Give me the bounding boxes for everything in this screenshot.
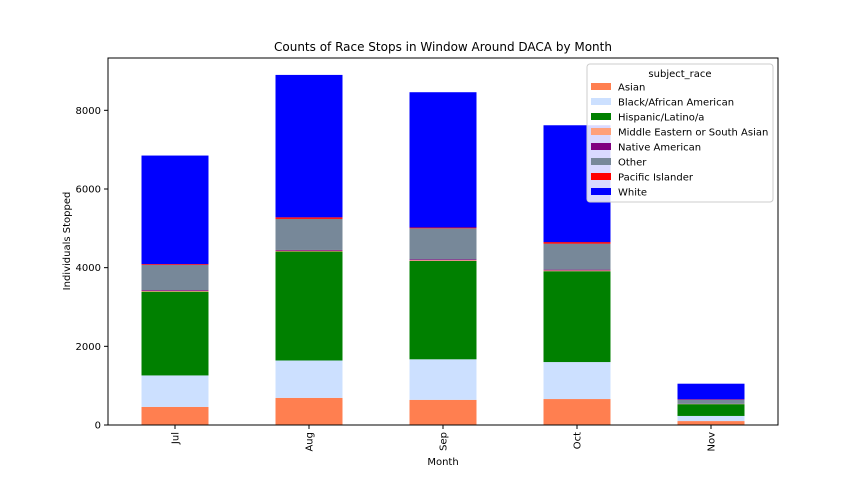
bar-segment — [409, 399, 477, 425]
legend-label: Black/African American — [618, 98, 734, 109]
x-tick-label: Oct — [573, 432, 584, 449]
legend-label: Hispanic/Latino/a — [618, 113, 704, 124]
legend-swatch — [591, 128, 611, 135]
bar-segment — [275, 397, 343, 425]
legend-swatch — [591, 188, 611, 195]
y-tick-label: 6000 — [76, 184, 101, 195]
legend-label: White — [618, 188, 647, 199]
chart-title: Counts of Race Stops in Window Around DA… — [274, 40, 612, 54]
x-tick-label: Sep — [439, 432, 450, 451]
bar-segment — [141, 375, 209, 407]
y-axis: 0 2000 4000 6000 8000 — [76, 106, 108, 432]
legend-label: Asian — [618, 83, 645, 94]
legend-swatch — [591, 158, 611, 165]
legend-items: Asian Black/African American Hispanic/Lati… — [591, 83, 768, 199]
bar-segment — [141, 290, 209, 291]
legend-frame — [586, 63, 774, 203]
bar-segment — [141, 291, 209, 376]
bar-segment — [275, 249, 343, 251]
legend-swatch — [591, 143, 611, 150]
bar-segment — [275, 217, 343, 219]
legend-swatch — [591, 83, 611, 90]
bar-segment — [275, 360, 343, 398]
bar-segment — [409, 228, 477, 260]
bar-segment — [677, 383, 745, 400]
legend-swatch — [591, 173, 611, 180]
bar-segment — [141, 406, 209, 425]
bar-segment — [543, 270, 611, 272]
y-tick-label: 0 — [95, 421, 101, 432]
bar-segment — [141, 264, 209, 265]
plot-bars — [141, 74, 745, 425]
bar-segment — [409, 92, 477, 228]
legend-label: Pacific Islander — [618, 173, 694, 184]
bar-segment — [677, 399, 745, 404]
legend-label: Middle Eastern or South Asian — [618, 128, 768, 139]
bar-segment — [543, 243, 611, 270]
x-axis: Jul Aug Sep Oct Nov — [171, 425, 718, 452]
bar-segment — [677, 404, 745, 416]
bar-segment — [275, 218, 343, 250]
legend-label: Native American — [618, 143, 701, 154]
bar-segment — [275, 74, 343, 218]
x-tick-label: Aug — [305, 432, 316, 452]
bar-segment — [543, 362, 611, 400]
y-tick-label: 4000 — [76, 263, 101, 274]
x-tick-label: Nov — [707, 432, 718, 452]
legend-title: subject_race — [648, 69, 711, 80]
y-tick-label: 8000 — [76, 106, 101, 117]
legend-swatch — [591, 98, 611, 105]
bar-segment — [141, 290, 209, 292]
bar-segment — [409, 260, 477, 261]
legend-label: Other — [618, 158, 647, 169]
bar-segment — [543, 269, 611, 271]
bar-segment — [677, 421, 745, 425]
bar-segment — [275, 251, 343, 361]
bar-segment — [141, 264, 209, 291]
bar-segment — [275, 250, 343, 252]
legend-swatch — [591, 113, 611, 120]
bar-segment — [543, 271, 611, 363]
bar-segment — [141, 155, 209, 265]
y-axis-label: Individuals Stopped — [62, 192, 73, 291]
bar-segment — [543, 242, 611, 244]
bar-segment — [409, 260, 477, 360]
bar-segment — [409, 227, 477, 229]
bar-segment — [409, 259, 477, 261]
bar-segment — [543, 399, 611, 425]
x-tick-label: Jul — [171, 432, 182, 445]
y-tick-label: 2000 — [76, 342, 101, 353]
x-axis-label: Month — [427, 457, 458, 468]
bar-segment — [677, 415, 745, 422]
legend: subject_race Asian Black/African American… — [586, 63, 774, 203]
bar-segment — [409, 359, 477, 400]
